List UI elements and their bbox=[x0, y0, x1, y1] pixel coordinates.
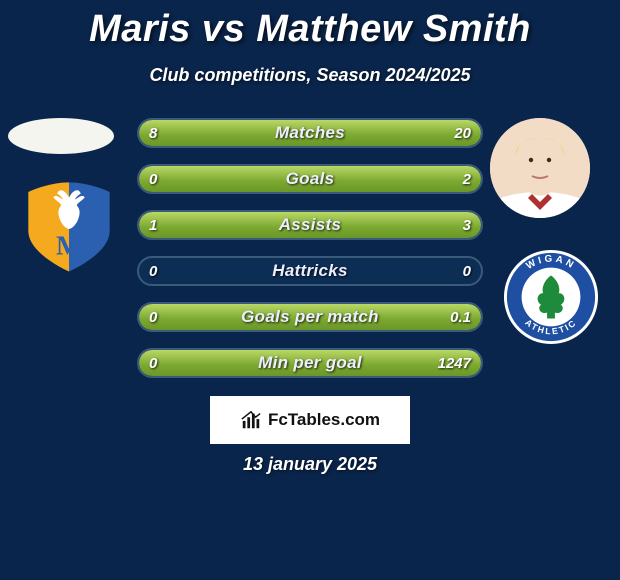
stat-label: Goals per match bbox=[139, 304, 481, 330]
attribution-text: FcTables.com bbox=[268, 410, 380, 430]
chart-icon bbox=[240, 409, 262, 431]
date-line: 13 january 2025 bbox=[0, 454, 620, 475]
stat-row: 13Assists bbox=[137, 210, 483, 240]
page-title: Maris vs Matthew Smith bbox=[0, 0, 620, 51]
stat-row: 00Hattricks bbox=[137, 256, 483, 286]
stat-label: Assists bbox=[139, 212, 481, 238]
club-left-badge: M bbox=[20, 178, 118, 276]
stat-row: 820Matches bbox=[137, 118, 483, 148]
player-left-avatar bbox=[8, 118, 114, 154]
club-right-badge: WIGAN ATHLETIC bbox=[502, 248, 600, 346]
avatar-eye bbox=[547, 158, 551, 162]
avatar-head bbox=[516, 132, 564, 188]
stat-row: 02Goals bbox=[137, 164, 483, 194]
attribution-badge: FcTables.com bbox=[210, 396, 410, 444]
stat-row: 01247Min per goal bbox=[137, 348, 483, 378]
club-left-letter: M bbox=[56, 230, 82, 260]
player-right-avatar bbox=[490, 118, 590, 218]
stat-label: Hattricks bbox=[139, 258, 481, 284]
stat-label: Matches bbox=[139, 120, 481, 146]
stat-bars: 820Matches 02Goals 13Assists 00Hattricks 00.… bbox=[137, 118, 483, 394]
stat-label: Goals bbox=[139, 166, 481, 192]
avatar-eye bbox=[529, 158, 533, 162]
subtitle: Club competitions, Season 2024/2025 bbox=[0, 65, 620, 86]
stat-row: 00.1Goals per match bbox=[137, 302, 483, 332]
stat-label: Min per goal bbox=[139, 350, 481, 376]
